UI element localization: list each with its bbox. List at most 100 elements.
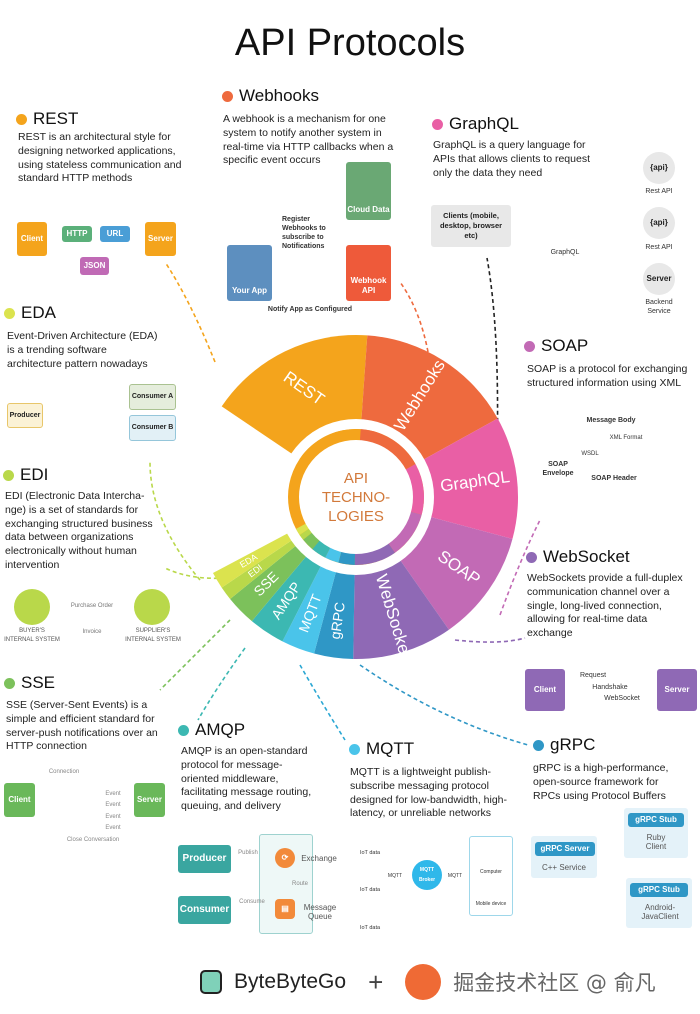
bytebytego-logo-icon: [200, 970, 222, 994]
wheel-segment-graphql: [356, 418, 518, 539]
sse-heading: SSE: [4, 673, 55, 693]
grpc-description: gRPC is a high-performance, open-source f…: [533, 762, 669, 802]
mobile-device-label: Mobile device: [475, 901, 507, 907]
websocket-dot-icon: [526, 551, 537, 563]
soap-heading: SOAP: [524, 336, 588, 356]
invoice-label: Invoice: [82, 629, 102, 635]
webhooks-description: A webhook is a mechanism for one system t…: [223, 113, 394, 167]
soap-description: SOAP is a protocol for exchanging structu…: [527, 363, 688, 389]
consume-label: Consume: [239, 899, 265, 905]
mqtt-link-label: MQTT: [447, 873, 463, 879]
route-label: Route: [291, 881, 308, 887]
rest-title: REST: [33, 109, 79, 128]
grpc-heading: gRPC: [533, 735, 595, 755]
rest-api-2-label: Rest API: [645, 244, 673, 251]
iot-label: IoT data: [359, 925, 381, 931]
publish-label: Publish: [238, 850, 258, 856]
wheel-label-grpc: gRPC: [327, 601, 348, 640]
exchange-icon: ⟳: [275, 848, 295, 868]
page-title: API Protocols: [234, 22, 466, 64]
edi-description: EDI (Electronic Data Intercha-nge) is a …: [5, 490, 153, 571]
cpp-service-label: C++ Service: [541, 863, 587, 872]
grpc-stub-1-box: gRPC Stub: [628, 813, 684, 827]
connection-label: Connection: [48, 769, 80, 775]
mqtt-link-label: MQTT: [387, 873, 403, 879]
websocket-description: WebSockets provide a full-duplex communic…: [527, 572, 683, 640]
amqp-dot-icon: [178, 724, 189, 736]
amqp-consumer-box: Consumer: [178, 896, 231, 924]
mqtt-description: MQTT is a lightweight publish-subscribe …: [350, 766, 508, 820]
buyer-system-icon: [14, 589, 50, 625]
android-client-label: Android-JavaClient: [641, 903, 679, 921]
message-body-label: Message Body: [586, 417, 636, 424]
mqtt-dot-icon: [349, 743, 360, 755]
your-app-box: Your App: [227, 245, 272, 301]
supplier-system-icon: [134, 589, 170, 625]
dashed-connector: [197, 647, 246, 721]
server-circle: Server: [643, 263, 675, 295]
eda-heading: EDA: [4, 303, 56, 323]
watermark: 掘金技术社区 @ 俞凡: [453, 971, 656, 995]
mqtt-heading: MQTT: [349, 739, 414, 759]
wheel-center-label: API TECHNO- LOGIES: [321, 469, 391, 525]
rest-api-1-circle: {api}: [643, 152, 675, 184]
amqp-description: AMQP is an open-standard protocol for mes…: [181, 745, 312, 813]
event-label: Event: [105, 825, 121, 831]
rest-http-box: HTTP: [62, 226, 92, 242]
eda-description: Event-Driven Architecture (EDA) is a tren…: [7, 330, 158, 370]
ws-client-box: Client: [525, 669, 565, 711]
dashed-connector: [499, 519, 541, 616]
dashed-connector: [399, 281, 429, 353]
webhook-api-box: Webhook API: [346, 245, 391, 301]
rest-api-2-circle: {api}: [643, 207, 675, 239]
computer-label: Computer: [480, 869, 502, 875]
sse-dot-icon: [4, 677, 15, 689]
bytebytego-brand: ByteByteGo: [234, 970, 347, 993]
dashed-connector: [164, 261, 216, 363]
wheel-center: [299, 440, 413, 554]
ws-server-box: Server: [657, 669, 697, 711]
webhooks-dot-icon: [222, 90, 233, 102]
dashed-connector: [164, 567, 226, 580]
supplier-label: SUPPLIER'S INTERNAL SYSTEM: [125, 628, 181, 643]
edi-heading: EDI: [3, 465, 48, 485]
edi-dot-icon: [3, 469, 14, 481]
devices-container: [469, 836, 513, 916]
exchange-label: Exchange: [301, 854, 337, 863]
rest-json-box: JSON: [80, 257, 109, 275]
xml-format-label: XML Format: [609, 435, 643, 441]
websocket-heading: WebSocket: [526, 547, 630, 567]
clients-box: Clients (mobile, desktop, browser etc): [431, 205, 511, 247]
http-protocol-label: HTTP Protocol: [548, 496, 597, 503]
buyer-label: BUYER'S INTERNAL SYSTEM: [4, 628, 60, 643]
soap-dot-icon: [524, 340, 535, 352]
soap-envelope-label: SOAP Envelope: [542, 461, 574, 477]
consumer-a-box: Consumer A: [129, 384, 176, 410]
soap-header-label: SOAP Header: [591, 475, 637, 482]
postman-logo-icon: [405, 964, 442, 1000]
iot-label: IoT data: [359, 887, 381, 893]
amqp-producer-box: Producer: [178, 845, 231, 873]
sse-server-box: Server: [134, 783, 165, 817]
dashed-connector: [159, 619, 231, 691]
grpc-server-box: gRPC Server: [535, 842, 595, 856]
queue-icon: ▤: [275, 899, 295, 919]
rest-client-box: Client: [17, 222, 47, 256]
dashed-connector: [149, 461, 201, 581]
dashed-connector: [454, 637, 526, 643]
graphql-label: GraphQL: [550, 249, 580, 256]
notify-label: Notify App as Configured: [267, 306, 353, 313]
close-conversation-label: Close Conversation: [66, 837, 120, 843]
handshake-label: Handshake: [592, 684, 628, 691]
producer-box: Producer: [7, 403, 43, 428]
rest-description: REST is an architectural style for design…: [18, 131, 182, 185]
event-label: Event: [105, 802, 121, 808]
dashed-connector: [299, 664, 346, 741]
graphql-dot-icon: [432, 118, 443, 130]
rest-server-box: Server: [145, 222, 176, 256]
event-label: Event: [105, 791, 121, 797]
graphql-heading: GraphQL: [432, 114, 519, 134]
rest-api-1-label: Rest API: [645, 188, 673, 195]
dashed-connector: [359, 664, 529, 746]
consumer-b-box: Consumer B: [129, 415, 176, 441]
